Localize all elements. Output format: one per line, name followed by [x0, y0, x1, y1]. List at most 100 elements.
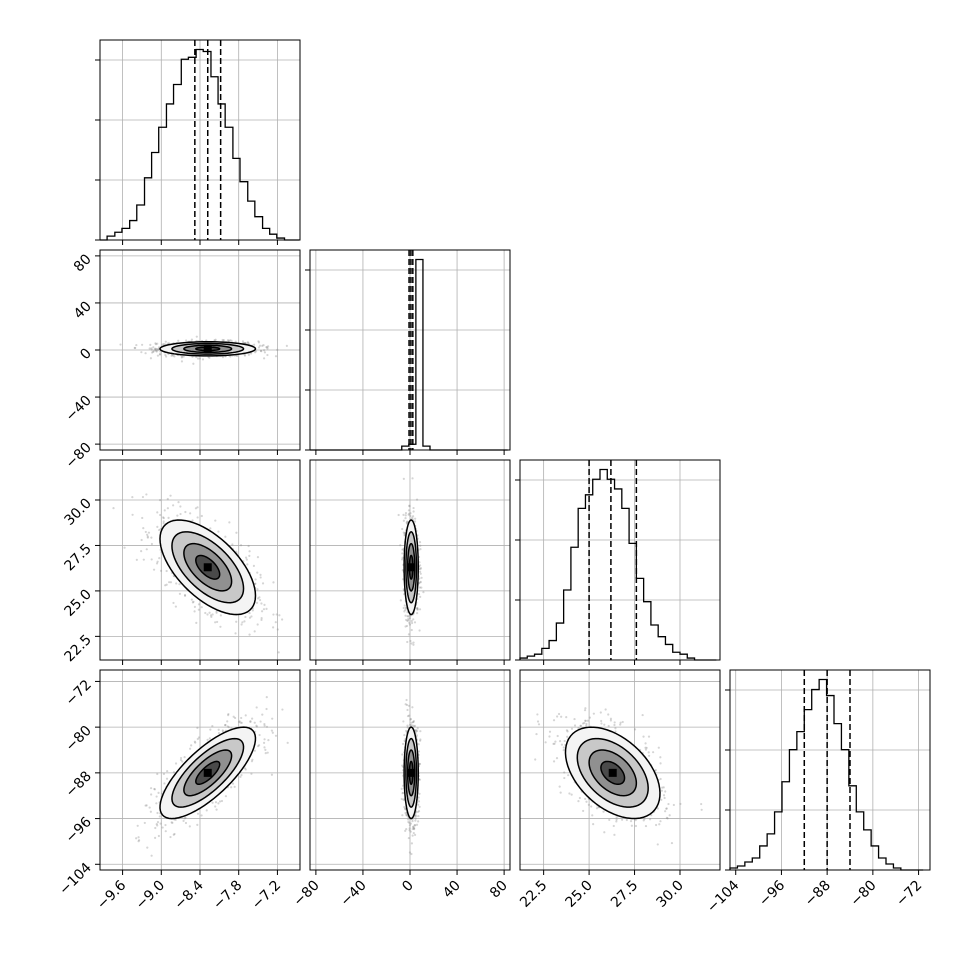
- sample-point: [413, 824, 416, 827]
- sample-point: [259, 576, 262, 579]
- sample-point: [163, 782, 166, 785]
- sample-point: [196, 506, 199, 509]
- sample-point: [197, 603, 201, 606]
- sample-point: [158, 499, 162, 502]
- sample-point: [274, 355, 278, 358]
- sample-point: [259, 349, 262, 353]
- sample-point: [416, 606, 419, 610]
- sample-point: [135, 837, 138, 840]
- sample-point: [227, 339, 230, 342]
- sample-point: [156, 772, 159, 776]
- sample-point: [407, 818, 410, 821]
- sample-point: [172, 354, 175, 357]
- sample-point: [634, 824, 638, 828]
- sample-point: [270, 729, 274, 732]
- sample-point: [405, 624, 409, 628]
- sample-point: [196, 357, 200, 360]
- sample-point: [150, 558, 153, 561]
- sample-point: [179, 505, 182, 508]
- sample-point: [164, 353, 167, 357]
- sample-point: [407, 704, 411, 707]
- sample-point: [250, 772, 253, 775]
- sample-point: [413, 621, 417, 624]
- sample-point: [234, 340, 237, 343]
- sample-point: [156, 342, 159, 345]
- sample-point: [243, 620, 246, 623]
- sample-point: [265, 707, 268, 711]
- sample-point: [177, 339, 180, 342]
- sample-point: [281, 708, 284, 711]
- sample-point: [412, 725, 416, 728]
- sample-point: [410, 842, 414, 845]
- sample-point: [406, 714, 410, 718]
- sample-point: [657, 746, 660, 749]
- sample-point: [254, 582, 257, 585]
- sample-point: [648, 818, 652, 821]
- sample-point: [411, 706, 414, 709]
- sample-point: [408, 821, 411, 825]
- sample-point: [406, 724, 409, 727]
- sample-point: [258, 598, 262, 602]
- sample-point: [140, 549, 143, 553]
- sample-point: [404, 625, 407, 628]
- sample-point: [155, 823, 158, 826]
- sample-point: [400, 558, 404, 561]
- sample-point: [214, 805, 217, 808]
- sample-point: [644, 742, 647, 745]
- sample-point: [409, 830, 412, 833]
- sample-point: [214, 519, 217, 522]
- sample-point: [194, 507, 197, 510]
- sample-point: [159, 822, 162, 825]
- sample-point: [145, 493, 148, 496]
- sample-point: [412, 720, 415, 724]
- sample-point: [251, 717, 254, 720]
- sample-point: [256, 571, 259, 574]
- sample-point: [234, 716, 237, 720]
- sample-point: [406, 708, 409, 712]
- sample-point: [178, 583, 181, 586]
- contour-line: [183, 749, 233, 797]
- sample-point: [263, 738, 266, 741]
- sample-point: [195, 621, 198, 624]
- sample-point: [156, 560, 159, 563]
- sample-point: [147, 531, 151, 534]
- sample-point: [154, 349, 157, 352]
- sample-point: [253, 749, 256, 752]
- scatter-panel-2-3: [309, 459, 511, 661]
- sample-point: [196, 726, 199, 729]
- sample-point: [250, 760, 254, 763]
- sample-point: [411, 515, 415, 518]
- sample-point: [405, 618, 408, 622]
- sample-point: [629, 820, 633, 823]
- contour-line: [159, 726, 257, 820]
- sample-point: [217, 802, 220, 805]
- sample-point: [644, 746, 647, 749]
- sample-point: [180, 355, 184, 358]
- sample-point: [404, 606, 408, 609]
- sample-point: [156, 348, 159, 351]
- sample-point: [157, 791, 160, 794]
- sample-point: [408, 714, 411, 717]
- sample-point: [142, 527, 145, 530]
- sample-point: [149, 787, 153, 790]
- sample-point: [159, 569, 163, 572]
- sample-point: [141, 495, 145, 499]
- sample-point: [214, 621, 217, 624]
- sample-point: [265, 346, 269, 349]
- scatter-panel-2-4: [309, 669, 511, 871]
- sample-point: [407, 615, 410, 618]
- sample-point: [236, 354, 239, 358]
- scatter-panel-1-2: [99, 249, 301, 451]
- sample-point: [134, 346, 137, 350]
- sample-point: [399, 544, 402, 547]
- sample-point: [196, 737, 199, 741]
- sample-point: [405, 814, 408, 817]
- sample-point: [145, 804, 148, 807]
- sample-point: [140, 538, 143, 542]
- sample-point: [171, 821, 174, 824]
- sample-point: [249, 720, 252, 723]
- contour-line: [403, 519, 419, 616]
- sample-point: [408, 512, 411, 515]
- contour-line: [159, 341, 257, 357]
- sample-point: [414, 517, 417, 520]
